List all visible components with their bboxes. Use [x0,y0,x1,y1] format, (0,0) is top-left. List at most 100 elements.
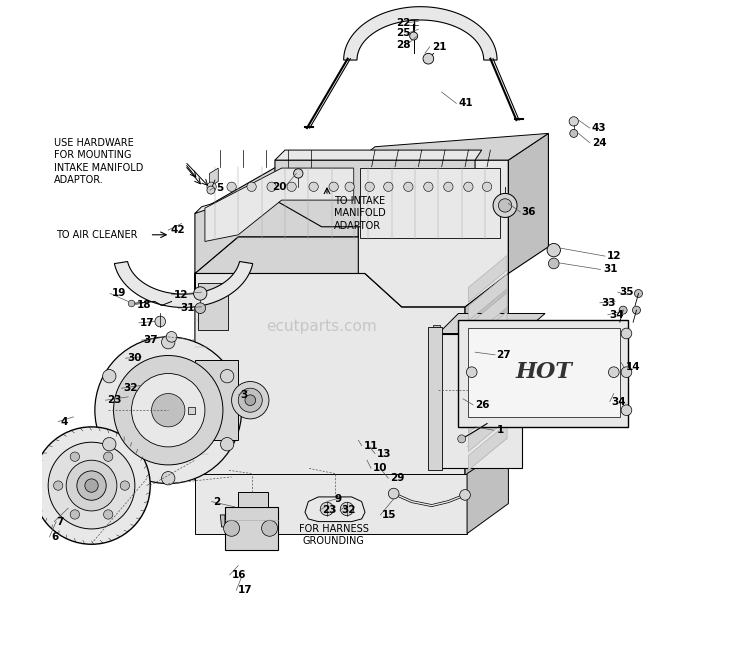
Circle shape [340,502,354,516]
Circle shape [70,510,80,519]
Polygon shape [433,366,440,380]
Circle shape [161,472,175,485]
Circle shape [220,370,234,383]
Circle shape [320,502,334,516]
Polygon shape [205,168,354,241]
Text: 37: 37 [143,336,158,345]
Circle shape [33,427,150,544]
Polygon shape [358,160,509,307]
Circle shape [619,306,627,314]
Text: 26: 26 [475,400,490,410]
Text: 12: 12 [607,251,622,261]
Text: 2: 2 [214,497,220,506]
Circle shape [608,367,619,378]
Polygon shape [469,311,507,358]
Polygon shape [238,492,268,507]
Circle shape [329,182,338,191]
Polygon shape [469,368,507,414]
Text: 31: 31 [180,303,195,313]
Circle shape [131,374,205,447]
Polygon shape [469,330,507,377]
Text: 13: 13 [377,449,392,458]
Circle shape [410,32,418,40]
Circle shape [66,460,117,511]
Polygon shape [198,283,228,330]
Text: 30: 30 [127,354,142,363]
Polygon shape [195,160,362,213]
Circle shape [267,182,276,191]
Polygon shape [188,407,195,414]
Polygon shape [433,412,440,427]
Circle shape [262,520,278,536]
Polygon shape [469,274,507,321]
Text: 24: 24 [592,138,607,147]
Circle shape [70,452,80,462]
Text: 17: 17 [140,318,154,327]
Circle shape [245,395,256,406]
Circle shape [227,182,236,191]
Text: 43: 43 [592,123,607,133]
Polygon shape [469,293,507,340]
Text: TO AIR CLEANER: TO AIR CLEANER [56,230,138,239]
Text: 28: 28 [396,40,410,49]
Text: 7: 7 [56,517,64,526]
Text: 20: 20 [272,182,287,191]
Polygon shape [433,325,440,340]
Circle shape [104,510,112,519]
Circle shape [120,481,130,490]
Text: 23: 23 [106,396,122,405]
Polygon shape [195,160,358,290]
Text: 41: 41 [458,99,473,108]
Polygon shape [195,273,465,480]
Polygon shape [225,507,278,550]
Circle shape [424,182,433,191]
Polygon shape [305,497,365,522]
Polygon shape [469,405,507,452]
Circle shape [224,520,239,536]
Polygon shape [433,432,440,447]
Text: 36: 36 [522,207,536,217]
Polygon shape [469,349,507,396]
Circle shape [570,129,578,137]
Text: ecutparts.com: ecutparts.com [266,319,377,334]
Circle shape [460,490,470,500]
Circle shape [152,394,185,427]
Circle shape [94,337,242,484]
Circle shape [634,289,643,297]
Polygon shape [360,168,500,238]
Text: 5: 5 [216,183,223,193]
Polygon shape [344,7,497,60]
Text: 34: 34 [610,310,625,319]
Polygon shape [195,237,465,307]
Circle shape [345,182,354,191]
Text: 3: 3 [240,390,248,400]
Circle shape [569,117,578,126]
Polygon shape [469,255,507,302]
Circle shape [464,182,473,191]
Circle shape [621,328,632,339]
Polygon shape [469,328,620,417]
Circle shape [103,438,116,451]
Circle shape [423,53,433,64]
Circle shape [238,388,262,412]
Text: 21: 21 [432,42,446,51]
Text: 33: 33 [602,298,616,307]
Text: HOT: HOT [516,362,573,383]
Polygon shape [209,168,218,187]
Text: 32: 32 [342,506,356,515]
Text: FOR HARNESS
GROUNDING: FOR HARNESS GROUNDING [298,524,368,546]
Circle shape [207,182,216,191]
Circle shape [548,258,559,269]
Polygon shape [467,447,509,534]
Circle shape [161,336,175,349]
Text: 11: 11 [364,441,378,450]
Circle shape [404,182,413,191]
Polygon shape [428,327,442,470]
Circle shape [48,442,135,529]
Circle shape [128,300,135,307]
Polygon shape [115,261,253,307]
Text: 34: 34 [612,397,626,406]
Circle shape [309,182,318,191]
Polygon shape [433,389,440,404]
Text: 31: 31 [603,265,617,274]
